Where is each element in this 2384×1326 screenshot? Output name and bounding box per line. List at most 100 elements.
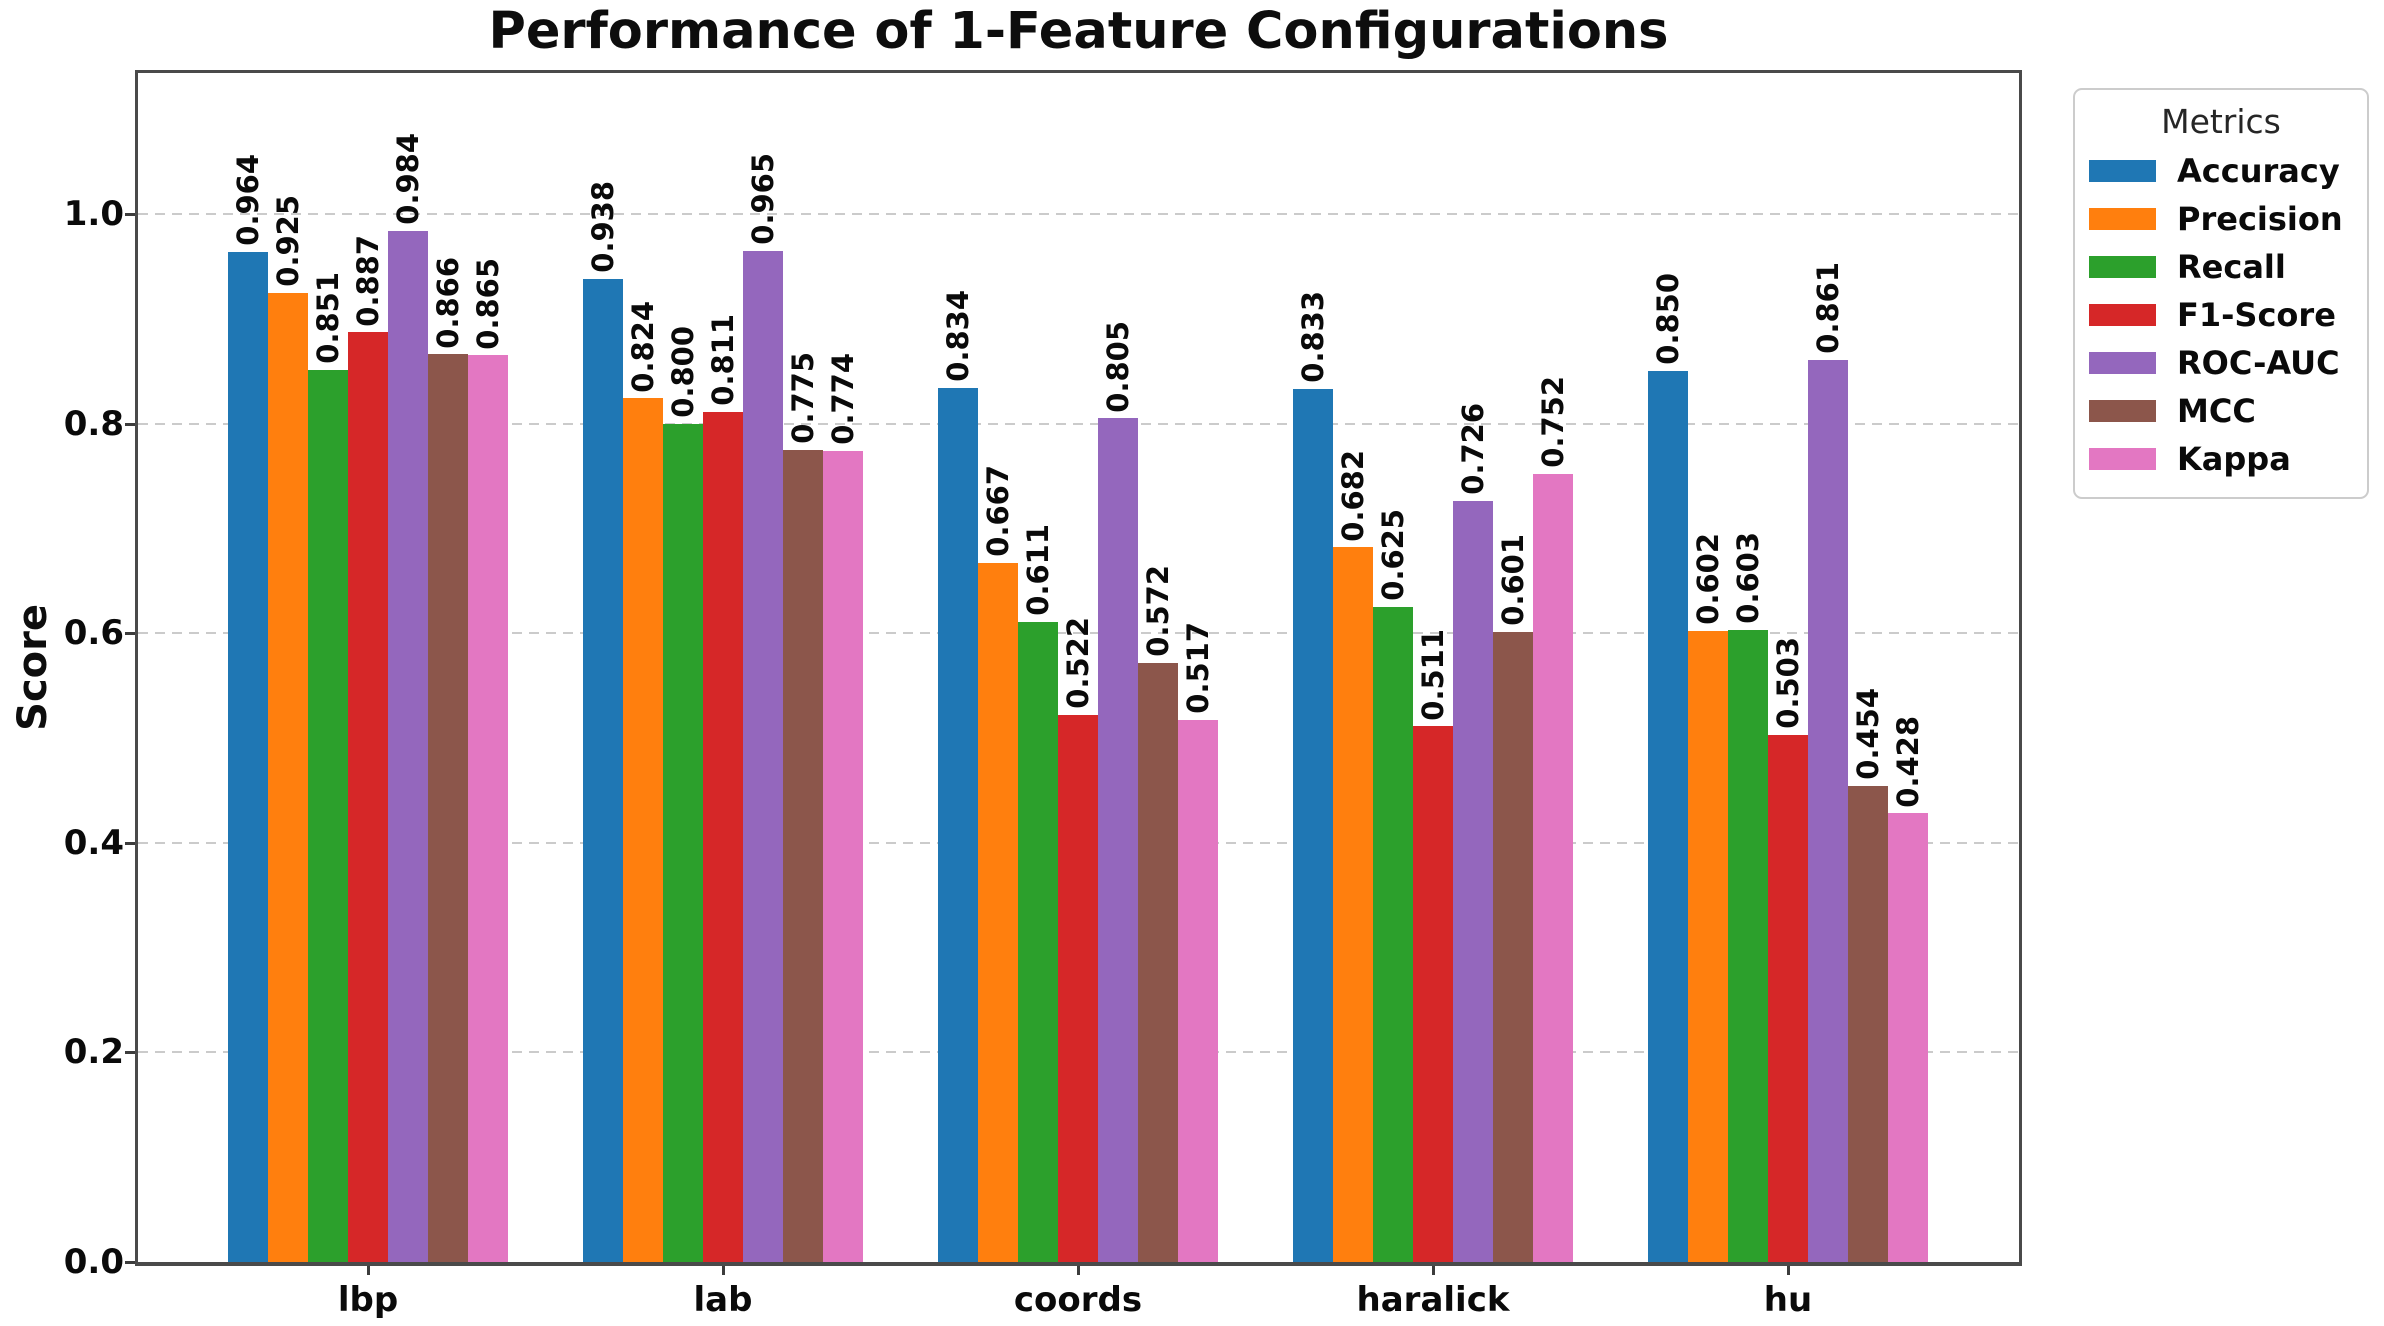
bar-roc-auc-lbp [388,230,428,1262]
bar-f1-score-coords [1058,714,1098,1262]
legend-entry-recall: Recall [2089,243,2367,291]
y-tick-mark [125,841,138,845]
legend-swatch-f1-score [2089,304,2156,326]
y-tick-label-0.0: 0.0 [63,1242,124,1282]
bar-f1-score-hu [1768,734,1808,1262]
y-tick-label-0.6: 0.6 [63,613,124,654]
legend-entries: Accuracy Precision Recall F1-Score ROC-AUC MC… [2089,147,2367,483]
bar-value-label-roc-auc-hu: 0.861 [1811,261,1845,354]
bar-value-label-f1-score-hu: 0.503 [1771,637,1805,729]
x-tick-label-coords: coords [1013,1280,1143,1320]
gridline-0.8 [138,422,2019,425]
x-tick-mark [367,1263,370,1275]
bar-value-label-f1-score-lbp: 0.887 [351,234,385,327]
bar-value-label-recall-hu: 0.603 [1731,532,1765,625]
x-tick-mark [1077,1263,1080,1275]
y-axis-label-wrap: Score [10,73,56,1262]
bar-precision-lbp [268,292,308,1262]
y-tick-label-0.4: 0.4 [63,822,124,863]
bar-value-label-accuracy-lbp: 0.964 [231,154,265,246]
bar-recall-haralick [1373,607,1413,1262]
bar-value-label-mcc-lbp: 0.866 [431,256,465,349]
legend-label-recall: Recall [2177,248,2286,286]
bar-accuracy-haralick [1293,389,1333,1262]
legend-label-accuracy: Accuracy [2177,152,2340,190]
bar-mcc-haralick [1493,632,1533,1262]
legend-swatch-mcc [2089,400,2156,422]
bar-value-label-accuracy-lab: 0.938 [586,181,620,273]
bar-value-label-f1-score-haralick: 0.511 [1416,628,1450,721]
legend-label-kappa: Kappa [2177,440,2291,478]
legend-swatch-precision [2089,208,2156,230]
legend-swatch-accuracy [2089,160,2156,182]
bar-precision-coords [978,562,1018,1262]
bar-mcc-lab [783,449,823,1262]
bar-recall-lab [663,423,703,1262]
bar-kappa-lab [823,450,863,1262]
bar-mcc-hu [1848,786,1888,1262]
bar-recall-lbp [308,370,348,1262]
bar-mcc-coords [1138,662,1178,1262]
bar-roc-auc-hu [1808,359,1848,1262]
bar-roc-auc-lab [743,250,783,1262]
bar-value-label-recall-lab: 0.800 [666,325,700,418]
legend-entry-accuracy: Accuracy [2089,147,2367,195]
legend-entry-mcc: MCC [2089,387,2367,435]
bar-accuracy-lab [583,278,623,1262]
bar-precision-hu [1688,631,1728,1262]
bar-value-label-kappa-haralick: 0.752 [1536,376,1570,468]
bar-value-label-kappa-hu: 0.428 [1891,715,1925,808]
legend-swatch-roc-auc [2089,352,2156,374]
y-tick-mark [125,632,138,636]
bar-value-label-f1-score-coords: 0.522 [1061,617,1095,709]
bar-value-label-accuracy-coords: 0.834 [941,290,975,382]
bar-recall-coords [1018,621,1058,1262]
bar-value-label-precision-lab: 0.824 [626,300,660,393]
bar-value-label-roc-auc-coords: 0.805 [1101,320,1135,413]
chart-title: Performance of 1-Feature Configurations [488,2,1669,61]
bar-roc-auc-coords [1098,418,1138,1262]
bar-accuracy-lbp [228,251,268,1262]
bar-roc-auc-haralick [1453,501,1493,1262]
x-tick-label-lbp: lbp [337,1280,399,1320]
bar-kappa-lbp [468,355,508,1262]
legend-swatch-recall [2089,256,2156,278]
legend-label-roc-auc: ROC-AUC [2177,344,2340,382]
bar-f1-score-haralick [1413,726,1453,1262]
bar-value-label-mcc-haralick: 0.601 [1496,534,1530,627]
legend-label-mcc: MCC [2177,392,2256,430]
plot-area: 0.964 0.925 0.851 0.887 0.984 0.866 0.865 0.938… [135,70,2022,1266]
y-tick-mark [125,1261,138,1264]
bar-accuracy-hu [1648,371,1688,1262]
bar-value-label-precision-coords: 0.667 [981,465,1015,557]
legend-entry-kappa: Kappa [2089,435,2367,483]
bar-value-label-precision-lbp: 0.925 [271,194,305,287]
x-tick-mark [722,1263,725,1275]
bar-value-label-roc-auc-haralick: 0.726 [1456,403,1490,496]
bar-accuracy-coords [938,387,978,1262]
legend-label-f1-score: F1-Score [2177,296,2336,334]
bar-value-label-mcc-hu: 0.454 [1851,688,1885,781]
bar-value-label-roc-auc-lab: 0.965 [746,152,780,245]
bar-value-label-accuracy-hu: 0.850 [1651,273,1685,366]
bar-value-label-mcc-lab: 0.775 [786,352,820,444]
bar-kappa-coords [1178,720,1218,1262]
legend-label-precision: Precision [2177,200,2343,238]
y-tick-label-0.8: 0.8 [63,403,124,444]
bar-value-label-recall-haralick: 0.625 [1376,509,1410,601]
y-tick-mark [125,422,138,426]
y-tick-label-1.0: 1.0 [63,194,124,234]
y-tick-mark [125,213,138,216]
bar-f1-score-lab [703,412,743,1262]
bar-mcc-lbp [428,354,468,1262]
legend-entry-f1-score: F1-Score [2089,291,2367,339]
bar-kappa-hu [1888,813,1928,1262]
bar-f1-score-lbp [348,332,388,1262]
x-tick-label-hu: hu [1763,1280,1813,1320]
bar-value-label-precision-haralick: 0.682 [1336,449,1370,542]
bar-value-label-accuracy-haralick: 0.833 [1296,291,1330,384]
bar-value-label-mcc-coords: 0.572 [1141,564,1175,657]
bar-value-label-kappa-lab: 0.774 [826,353,860,445]
y-tick-mark [125,1051,138,1055]
